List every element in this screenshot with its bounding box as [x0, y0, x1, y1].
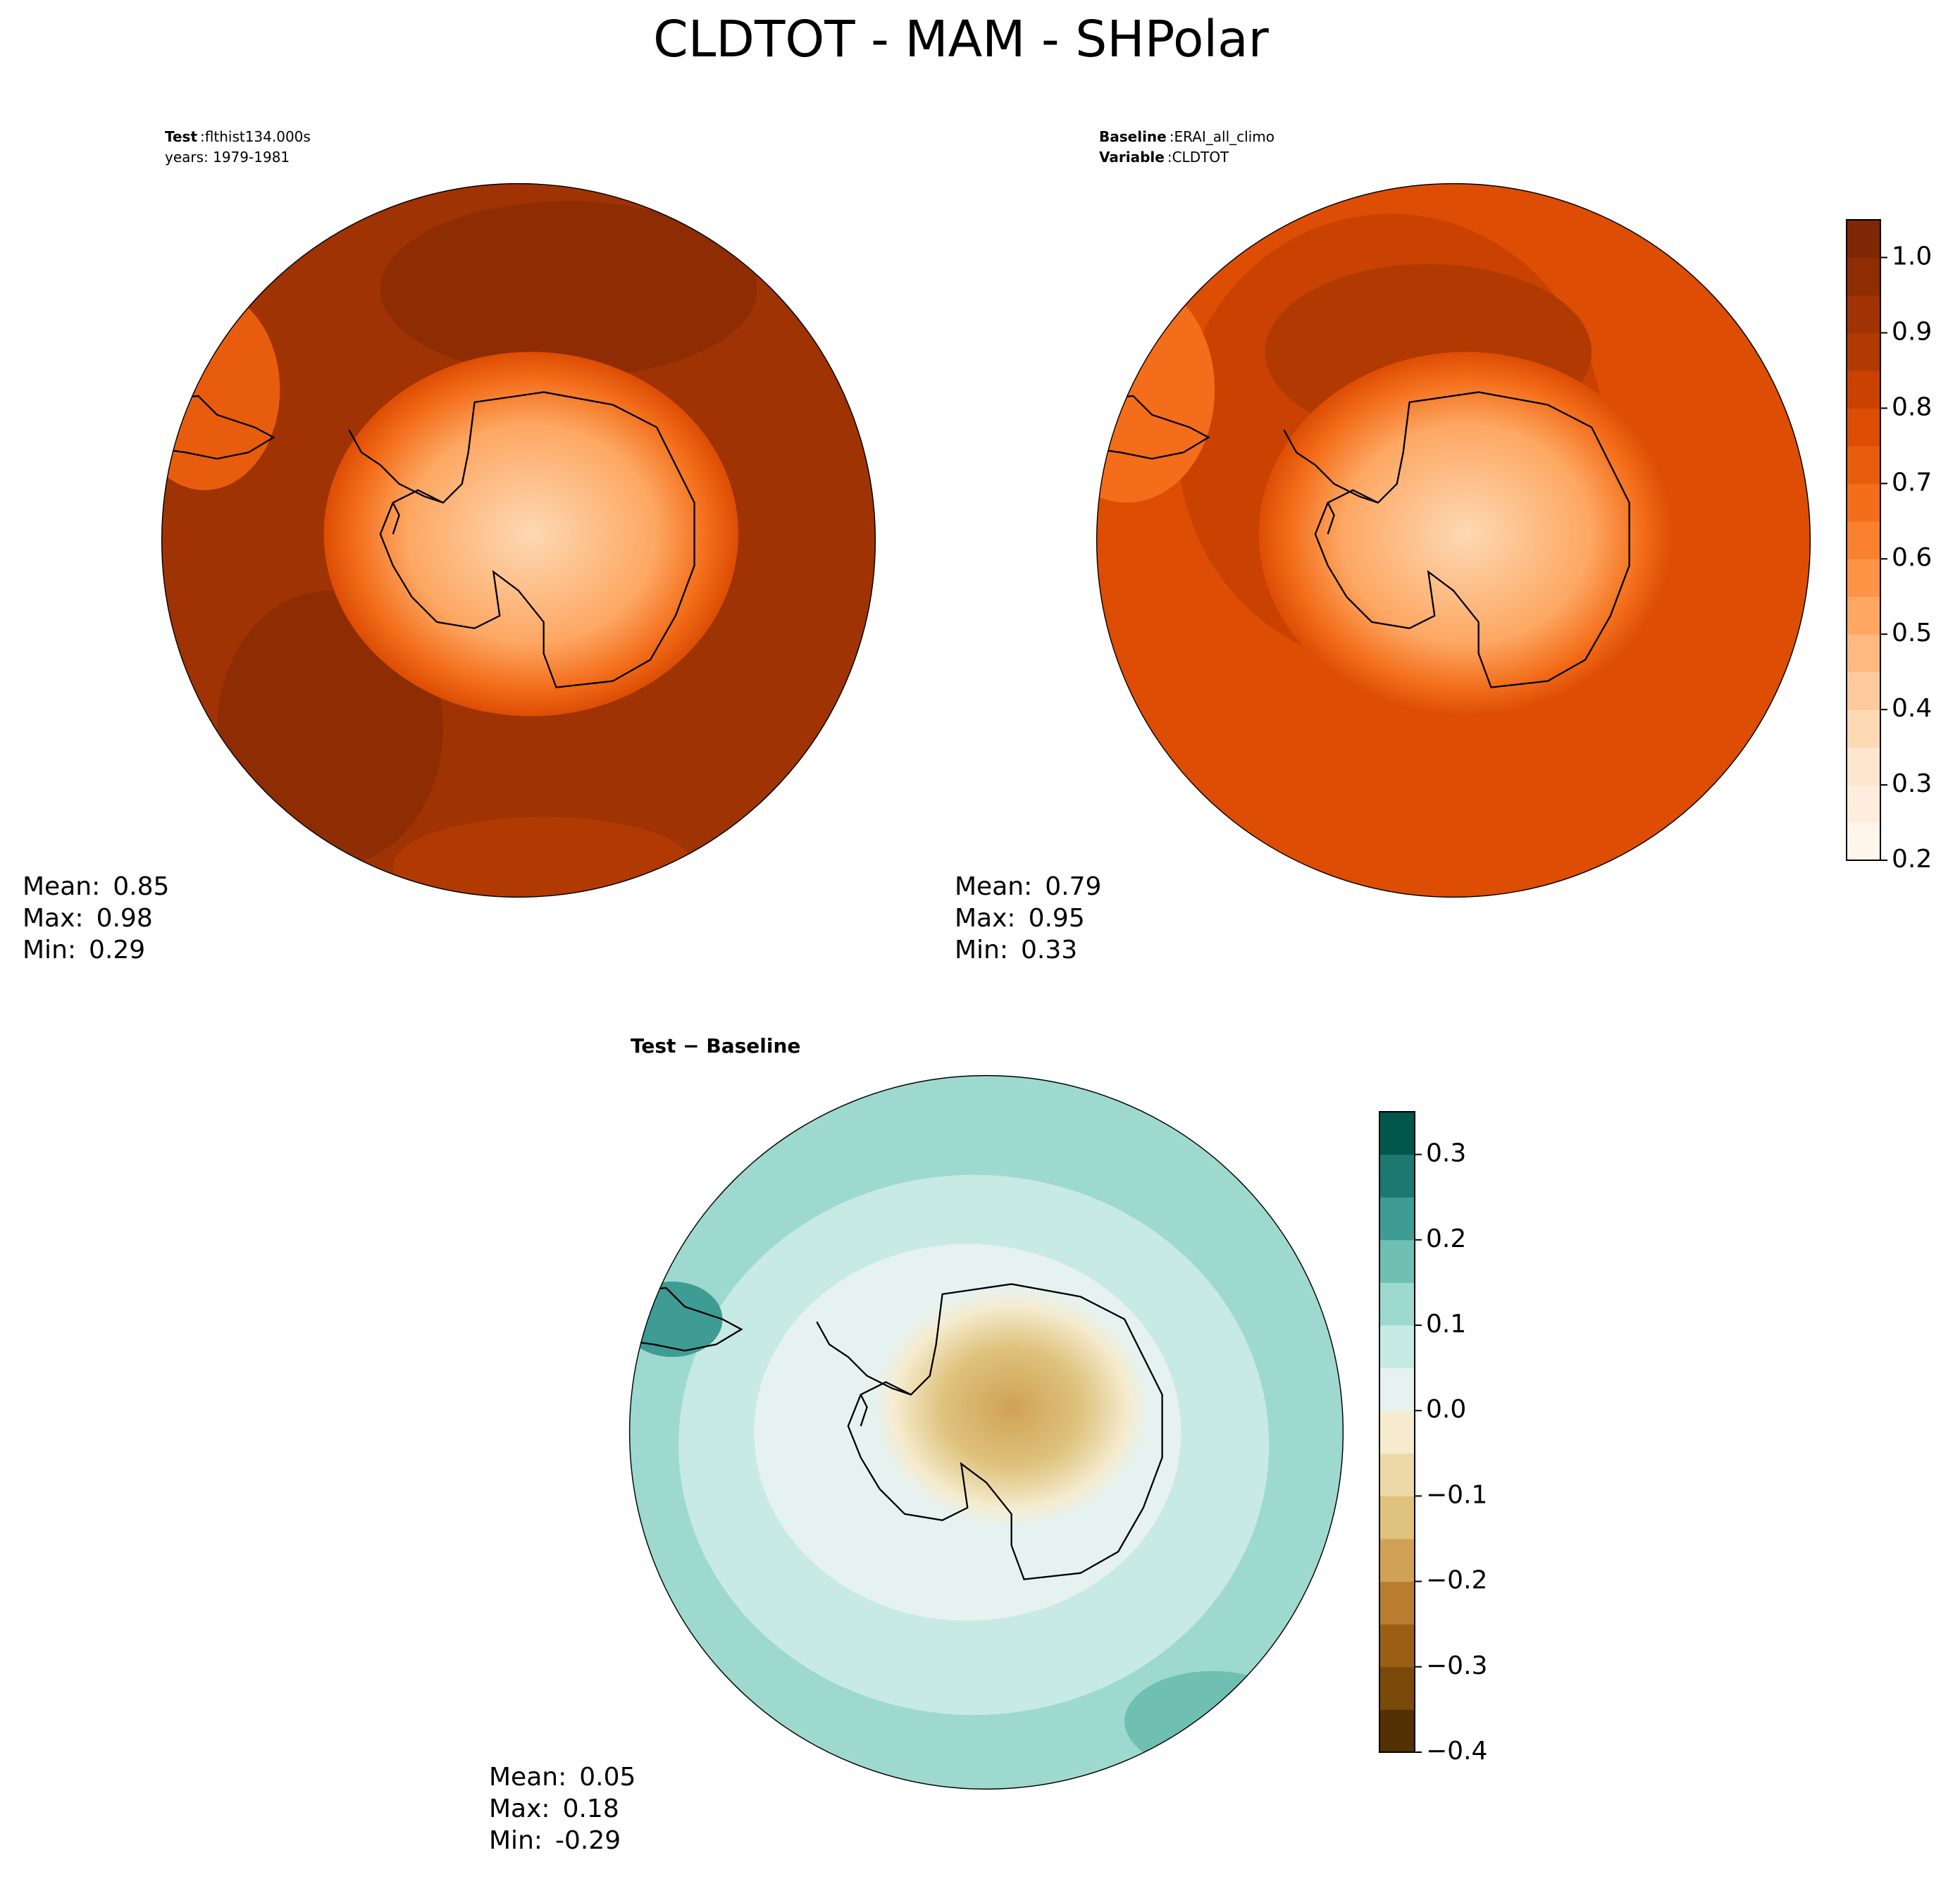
colorbar-frame: [1846, 219, 1881, 861]
colorbar-tick-label: 0.5: [1892, 619, 1932, 647]
colorbar-band: [1379, 1709, 1415, 1753]
stat-label: Mean:: [23, 872, 100, 901]
stat-label: Max:: [955, 904, 1016, 933]
map-difference: [628, 1074, 1344, 1790]
stat-line: Max: 0.18: [489, 1794, 619, 1823]
colorbar-tick-label: 0.3: [1892, 769, 1932, 798]
colorbar-band: [1379, 1496, 1415, 1539]
panel-title: Test − Baseline: [631, 1034, 800, 1058]
stat-value: 0.18: [563, 1794, 619, 1823]
colorbar-band: [1847, 634, 1880, 673]
stat-line: Min: 0.33: [955, 936, 1077, 965]
header-value: flthist134.000s: [205, 128, 311, 145]
stat-value: 0.95: [1029, 904, 1085, 933]
colorbar-band: [1847, 445, 1880, 484]
colorbar-tick-label: 0.0: [1426, 1395, 1466, 1424]
stat-value: 0.85: [113, 872, 169, 901]
stat-value: -0.29: [555, 1826, 621, 1855]
colorbar-band: [1379, 1539, 1415, 1582]
panel-header: years: 1979-1981: [165, 149, 290, 166]
colorbar-band: [1379, 1624, 1415, 1668]
stat-label: Max:: [23, 904, 84, 933]
stat-label: Mean:: [489, 1763, 566, 1792]
stat-line: Mean: 0.85: [23, 872, 169, 901]
colorbar-tick-label: 0.8: [1892, 392, 1932, 421]
colorbar-tick-label: 1.0: [1892, 242, 1932, 271]
stat-value: 0.29: [89, 936, 145, 965]
header-sep: :: [1167, 149, 1172, 166]
header-key: Test: [165, 128, 197, 145]
colorbar-tick-label: −0.4: [1426, 1737, 1487, 1766]
stat-line: Min: -0.29: [489, 1826, 621, 1855]
stat-line: Max: 0.98: [23, 904, 153, 933]
colorbar-tick-label: 0.6: [1892, 543, 1932, 572]
header-key: Baseline: [1099, 128, 1167, 145]
colorbar-band: [1379, 1368, 1415, 1411]
panel-header: Variable:CLDTOT: [1099, 149, 1229, 166]
colorbar-tick-label: −0.1: [1426, 1480, 1487, 1509]
colorbar-band: [1847, 785, 1880, 824]
colorbar-tick-label: 0.3: [1426, 1139, 1466, 1168]
header-value: ERAI_all_climo: [1174, 128, 1274, 145]
colorbar-band: [1379, 1581, 1415, 1625]
colorbar-tick-label: 0.2: [1892, 845, 1932, 874]
colorbar-band: [1847, 257, 1880, 296]
stat-line: Mean: 0.05: [489, 1763, 635, 1792]
colorbar-band: [1847, 370, 1880, 409]
colorbar-band: [1379, 1197, 1415, 1241]
colorbar-band: [1379, 1453, 1415, 1496]
map-test: [161, 182, 876, 898]
colorbar-band: [1847, 408, 1880, 447]
colorbar-band: [1847, 747, 1880, 786]
colorbar-tick-label: 0.4: [1892, 694, 1932, 723]
colorbar-band: [1847, 483, 1880, 522]
map-baseline: [1096, 182, 1811, 898]
colorbar-band: [1379, 1154, 1415, 1198]
header-sep: :: [1170, 128, 1174, 145]
colorbar-band: [1379, 1112, 1415, 1155]
stat-label: Max:: [489, 1794, 550, 1823]
colorbar-band: [1847, 596, 1880, 635]
stat-value: 0.33: [1021, 936, 1077, 965]
header-key: Variable: [1099, 149, 1165, 166]
header-value: CLDTOT: [1172, 149, 1229, 166]
colorbar-band: [1847, 822, 1880, 861]
stat-value: 0.98: [97, 904, 153, 933]
colorbar-frame: [1379, 1111, 1415, 1753]
colorbar-band: [1379, 1282, 1415, 1326]
colorbar-tick-label: 0.9: [1892, 317, 1932, 346]
colorbar-band: [1847, 333, 1880, 371]
stat-value: 0.79: [1045, 872, 1101, 901]
colorbar-band: [1379, 1410, 1415, 1454]
panel-header: Baseline:ERAI_all_climo: [1099, 128, 1274, 145]
panel-header: Test:flthist134.000s: [165, 128, 311, 145]
stat-label: Min:: [489, 1826, 542, 1855]
colorbar-band: [1847, 671, 1880, 710]
colorbar-tick-label: 0.1: [1426, 1310, 1466, 1339]
stat-label: Min:: [23, 936, 76, 965]
stat-line: Max: 0.95: [955, 904, 1085, 933]
colorbar-band: [1379, 1666, 1415, 1710]
colorbar-band: [1847, 709, 1880, 748]
stat-line: Min: 0.29: [23, 936, 145, 965]
colorbar-tick-label: 0.2: [1426, 1224, 1466, 1253]
colorbar-tick-label: −0.3: [1426, 1651, 1487, 1680]
colorbar-tick-label: 0.7: [1892, 468, 1932, 497]
figure-title: CLDTOT - MAM - SHPolar: [653, 10, 1269, 68]
colorbar-band: [1847, 559, 1880, 597]
colorbar-band: [1847, 220, 1880, 258]
colorbar-band: [1379, 1239, 1415, 1283]
header-text: years: 1979-1981: [165, 149, 290, 166]
colorbar-tick-label: −0.2: [1426, 1566, 1487, 1595]
colorbar-band: [1379, 1325, 1415, 1369]
stat-label: Mean:: [955, 872, 1032, 901]
colorbar-band: [1847, 294, 1880, 333]
stat-value: 0.05: [579, 1763, 635, 1792]
header-sep: :: [200, 128, 205, 145]
stat-label: Min:: [955, 936, 1008, 965]
colorbar-band: [1847, 521, 1880, 559]
stat-line: Mean: 0.79: [955, 872, 1101, 901]
